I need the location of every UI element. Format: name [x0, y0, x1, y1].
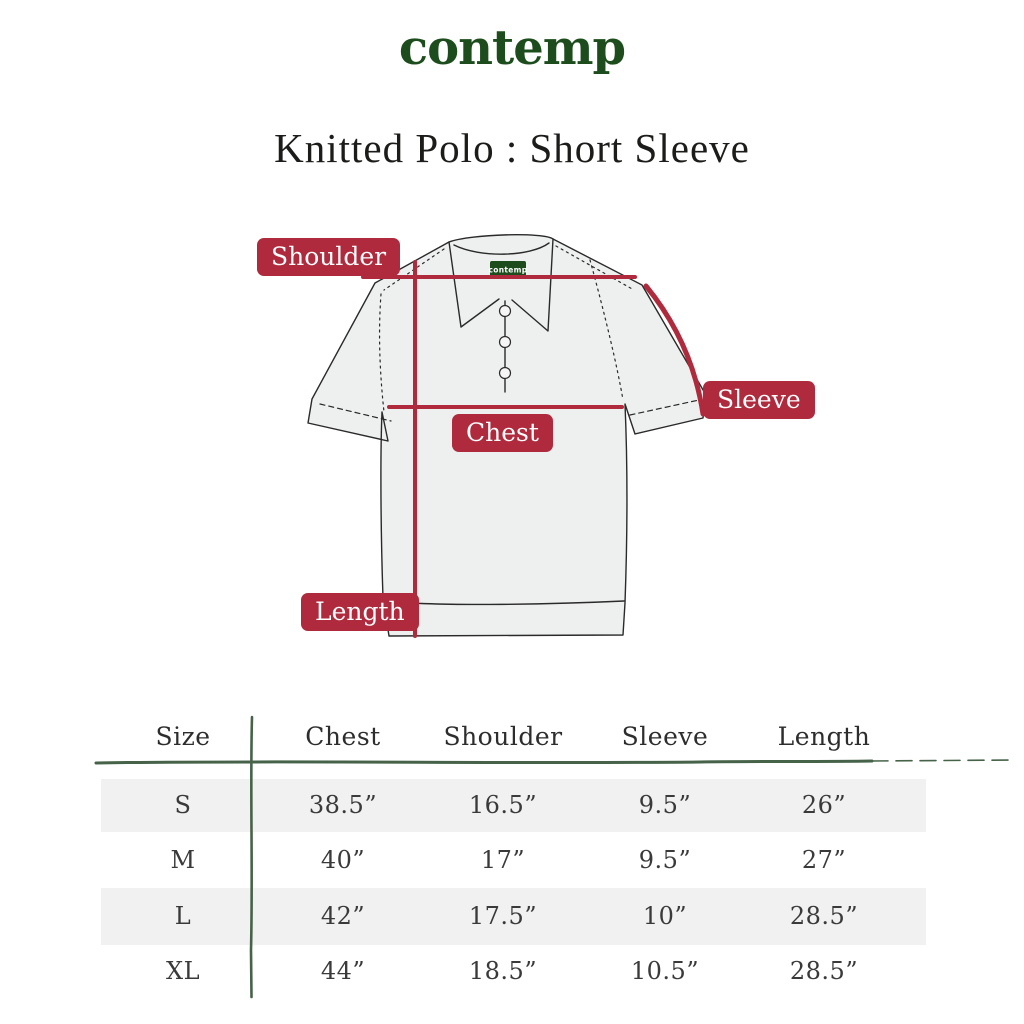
left-armhole-seam	[378, 293, 385, 413]
collar-left-point	[448, 241, 500, 328]
column-header-size: Size	[155, 722, 211, 751]
table-row-band-s	[101, 779, 926, 832]
length-cell: 28.5”	[789, 957, 859, 985]
shoulder-cell: 18.5”	[468, 957, 538, 985]
table-row: M 40” 17” 9.5” 27”	[0, 832, 1024, 888]
product-title: Knitted Polo : Short Sleeve	[274, 125, 750, 171]
collar-brand-tag: contemp	[489, 261, 528, 277]
shoulder-measure-badge: Shoulder	[257, 238, 401, 276]
sleeve-cell: 10.5”	[630, 957, 700, 985]
column-header-length: Length	[777, 722, 871, 751]
size-cell: XL	[165, 957, 201, 985]
size-cell: M	[170, 846, 196, 874]
table-rules	[94, 715, 1014, 999]
measurement-lines	[361, 260, 706, 638]
sleeve-cell: 9.5”	[638, 846, 692, 874]
button-1	[498, 304, 512, 318]
button-3	[498, 366, 512, 380]
button-2	[498, 335, 512, 349]
column-header-shoulder: Shoulder	[443, 722, 563, 751]
table-header-rule	[94, 759, 874, 765]
table-row-band-l	[101, 888, 926, 945]
chest-cell: 44”	[320, 957, 366, 985]
chest-cell: 42”	[320, 902, 366, 930]
table-vertical-rule	[249, 715, 254, 999]
left-cuff-seam	[319, 403, 392, 422]
size-cell: S	[174, 791, 192, 819]
right-cuff-seam	[629, 399, 700, 416]
length-cell: 26”	[801, 791, 847, 819]
brand-logo: contemp	[398, 20, 626, 76]
table-row: L 42” 17.5” 10” 28.5”	[0, 888, 1024, 945]
sleeve-measure-line	[643, 283, 706, 417]
length-cell: 27”	[801, 846, 847, 874]
length-cell: 28.5”	[789, 902, 859, 930]
size-cell: L	[174, 902, 192, 930]
shoulder-cell: 17.5”	[468, 902, 538, 930]
column-header-sleeve: Sleeve	[621, 722, 709, 751]
collar-right-point	[511, 238, 554, 332]
table-row: XL 44” 18.5” 10.5” 28.5”	[0, 945, 1024, 998]
sleeve-cell: 10”	[642, 902, 688, 930]
column-header-chest: Chest	[305, 722, 381, 751]
table-row: S 38.5” 16.5” 9.5” 26”	[0, 779, 1024, 832]
chest-cell: 40”	[320, 846, 366, 874]
shoulder-cell: 16.5”	[468, 791, 538, 819]
shoulder-cell: 17”	[480, 846, 526, 874]
sleeve-cell: 9.5”	[638, 791, 692, 819]
chest-measure-badge: Chest	[452, 414, 553, 452]
length-measure-badge: Length	[301, 593, 419, 631]
collar-fold-line	[453, 242, 550, 255]
sleeve-measure-badge: Sleeve	[703, 381, 815, 419]
chest-cell: 38.5”	[308, 791, 378, 819]
collar-tag-text: contemp	[489, 266, 528, 275]
table-header-rule-tail	[871, 759, 1014, 762]
size-table-header-row: Size Chest Shoulder Sleeve Length	[0, 714, 1024, 760]
